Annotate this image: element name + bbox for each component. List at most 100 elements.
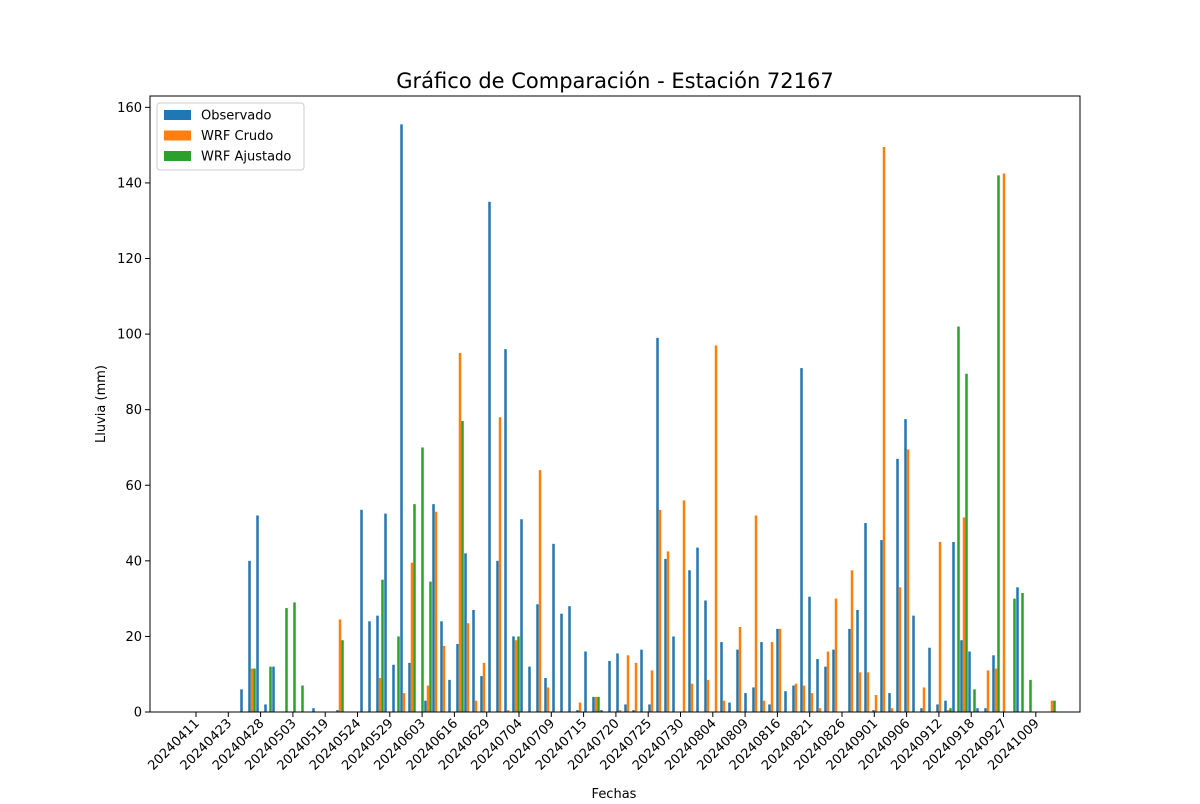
bar [608,660,611,712]
bar [928,647,931,712]
bar [634,662,638,712]
bar [250,668,254,712]
bar [520,519,523,712]
legend: Observado WRF Crudo WRF Ajustado [156,102,305,171]
bar [544,677,547,712]
bar [696,547,699,712]
bar [770,642,774,712]
bar [248,560,251,712]
bar [576,710,579,712]
bar [976,708,979,712]
bar [965,373,968,712]
y-tick-label: 20 [125,630,142,645]
bar [442,645,446,712]
bar [584,651,587,712]
bar [986,670,990,712]
bar [512,636,515,712]
bar [1050,700,1054,712]
bar [256,515,259,712]
bar [1029,679,1032,712]
bar [826,651,830,712]
bar [682,500,686,712]
bar [538,470,542,712]
bar [949,708,952,712]
bar [402,693,406,712]
bar [778,628,782,712]
legend-label: Observado [201,109,272,124]
plot-frame [149,95,1081,713]
bar [517,636,520,712]
bar [410,562,414,712]
y-axis-label: Lluvia (mm) [94,365,109,443]
bar [408,662,411,712]
bar [429,581,432,712]
bar [498,417,502,712]
bar [973,689,976,712]
bar [994,668,998,712]
bar [480,676,483,712]
bar [1002,173,1006,713]
bar [269,666,272,712]
bar [810,693,814,712]
y-tick-label: 100 [117,328,142,343]
bar [792,685,795,712]
bar [464,553,467,712]
bar [482,662,486,712]
bar [560,613,563,712]
bar [850,570,854,712]
bar [808,596,811,712]
bar [368,621,371,712]
chart-title: Gráfico de Comparación - Estación 72167 [396,69,833,93]
y-axis: 0 20 40 60 80 100 120 140 160 [117,101,150,721]
bar [472,609,475,712]
bar [688,570,691,712]
bar [866,672,870,712]
bar [506,710,510,712]
bar [938,541,942,712]
bar [392,664,395,712]
legend-label: WRF Ajustado [201,150,291,165]
bar [864,523,867,712]
bar [421,447,424,712]
bar [706,679,710,712]
bar [1016,587,1019,712]
y-tick-label: 120 [117,252,142,267]
bar [997,175,1000,713]
y-tick-label: 160 [117,101,142,116]
legend-swatch [164,130,191,141]
y-tick-label: 80 [125,403,142,418]
bar [618,710,622,712]
y-tick-label: 0 [134,706,142,721]
bar [736,649,739,712]
bar [890,708,894,712]
bar [906,449,910,712]
bar [594,696,598,712]
bar [650,670,654,712]
bar [504,349,507,712]
bar [338,619,342,712]
bar [672,636,675,712]
plot-background [150,96,1080,712]
bar [440,621,443,712]
bar [496,560,499,712]
bar [378,677,382,712]
bar [664,558,667,712]
y-tick-label: 40 [125,554,142,569]
bar [456,643,459,712]
bar [432,504,435,712]
bar [816,659,819,712]
bar [872,710,875,712]
bar [626,655,630,712]
bar [253,668,256,712]
bar [648,704,651,712]
bar [984,708,987,712]
bar [400,124,403,713]
bar [912,615,915,712]
bar [888,693,891,712]
bar [546,687,550,712]
legend-box [156,102,305,171]
bar [624,704,627,712]
bar [794,683,798,712]
x-axis: 2024041120240423202404282024050320240519… [145,712,1043,774]
bar [424,700,427,712]
